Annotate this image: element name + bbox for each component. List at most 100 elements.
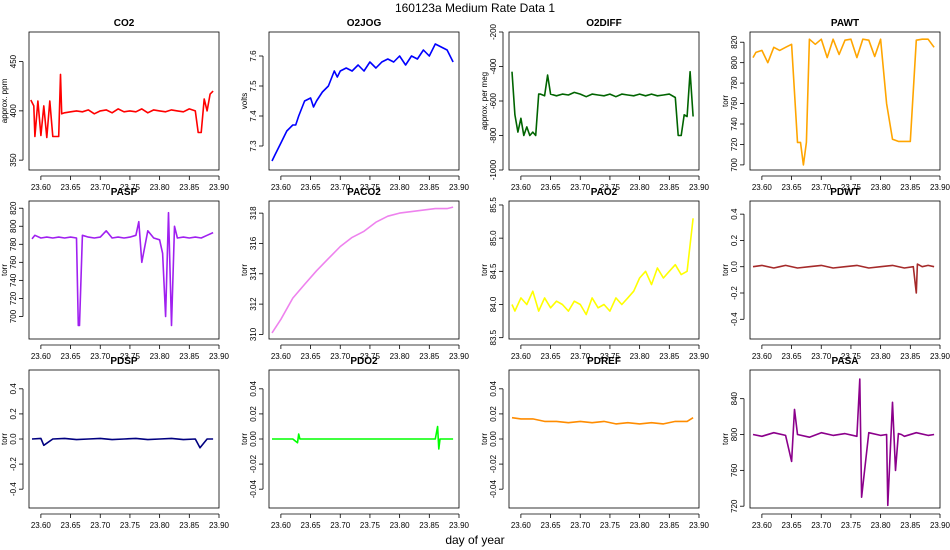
y-tick-label: 0.04 [249,380,258,396]
x-tick-label: 23.85 [900,521,921,530]
series-line-o2jog [271,43,454,162]
y-tick-label: 314 [249,267,258,281]
series-line-pawt [752,38,935,166]
x-tick-label: 23.70 [330,352,351,361]
plot-frame [749,369,941,509]
plot-frame [268,200,460,340]
x-tick-label: 23.90 [449,352,470,361]
panels-grid: CO2 23.60 23.65 23.70 23.75 23.80 23.85 23.90 35… [0,18,950,530]
panel-title: PASP [111,187,138,198]
x-tick-label: 23.85 [900,183,921,192]
y-tick-label: 740 [730,117,739,131]
panel-paco2: PACO2 23.60 23.65 23.70 23.75 23.80 23.85 23.90… [240,187,470,361]
x-tick-label: 23.85 [659,521,680,530]
x-tick-label: 23.90 [689,352,710,361]
y-tick-label: 0.0 [730,261,739,273]
y-axis-label: volts [240,93,249,109]
panel-pao2: PAO2 23.60 23.65 23.70 23.75 23.80 23.85 23.90 8… [480,187,710,361]
x-tick-label: 23.75 [600,352,621,361]
x-tick-label: 23.80 [630,352,651,361]
panel-pasp: PASP 23.60 23.65 23.70 23.75 23.80 23.85 23.90 7… [0,187,230,361]
x-tick-label: 23.80 [390,352,411,361]
y-tick-label: 700 [730,158,739,172]
y-axis-label: torr [240,433,249,445]
x-tick-label: 23.80 [150,521,171,530]
x-tick-label: 23.60 [31,521,52,530]
y-tick-label: -0.2 [9,457,18,471]
x-tick-label: 23.90 [930,183,950,192]
x-tick-label: 23.60 [511,183,532,192]
y-tick-label: -400 [489,58,498,75]
plot-frame [508,31,700,171]
x-tick-label: 23.90 [689,521,710,530]
y-tick-label: 318 [249,206,258,220]
x-tick-label: 23.65 [301,521,322,530]
x-tick-label: 23.80 [871,352,892,361]
y-tick-label: 700 [9,309,18,323]
x-tick-label: 23.60 [752,183,773,192]
x-tick-label: 23.90 [449,183,470,192]
y-tick-label: -200 [489,23,498,40]
plot-frame [268,31,460,171]
y-tick-label: 84.5 [489,263,498,279]
y-tick-label: 316 [249,236,258,250]
y-tick-label: -0.4 [9,482,18,496]
y-tick-label: 350 [9,153,18,167]
x-tick-label: 23.70 [811,352,832,361]
x-tick-label: 23.85 [419,521,440,530]
y-tick-label: -0.2 [730,286,739,300]
y-tick-label: 0.02 [489,406,498,422]
x-tick-label: 23.80 [150,352,171,361]
x-tick-label: 23.60 [511,352,532,361]
x-tick-label: 23.90 [930,521,950,530]
y-axis-label: approx. per meg [480,72,489,130]
y-tick-label: 0.2 [730,234,739,246]
series-line-o2diff [511,70,694,137]
y-axis-label: torr [480,264,489,276]
y-tick-label: -800 [489,127,498,144]
panel-pdsp: PDSP 23.60 23.65 23.70 23.75 23.80 23.85 23.90 -… [0,356,230,530]
x-tick-label: 23.85 [659,183,680,192]
x-tick-label: 23.65 [61,352,82,361]
y-tick-label: 0.00 [249,431,258,447]
panel-title: PAWT [831,18,859,29]
series-line-pdo2 [272,425,454,450]
x-tick-label: 23.85 [900,352,921,361]
y-tick-label: -0.04 [249,480,258,499]
y-tick-label: -0.04 [489,480,498,499]
x-tick-label: 23.75 [600,521,621,530]
panel-o2jog: O2JOG 23.60 23.65 23.70 23.75 23.80 23.85 23.90… [240,18,470,192]
y-axis-label: approx. ppm [0,78,9,123]
panel-pdo2: PDO2 23.60 23.65 23.70 23.75 23.80 23.85 23.90 -… [240,356,470,530]
x-tick-label: 23.60 [31,183,52,192]
x-tick-label: 23.85 [659,352,680,361]
plot-frame [28,200,220,340]
x-tick-label: 23.75 [841,183,862,192]
x-tick-label: 23.60 [271,521,292,530]
y-axis-label: torr [0,264,9,276]
x-tick-label: 23.80 [630,183,651,192]
y-axis-label: torr [721,433,730,445]
y-axis-label: torr [480,433,489,445]
figure-title: 160123a Medium Rate Data 1 [395,1,555,15]
plot-frame [28,31,220,171]
x-tick-label: 23.90 [449,521,470,530]
x-tick-label: 23.75 [841,352,862,361]
series-line-pasa [752,378,935,507]
x-tick-label: 23.60 [271,183,292,192]
x-tick-label: 23.85 [179,521,200,530]
y-tick-label: -1000 [489,159,498,180]
x-tick-label: 23.75 [120,352,141,361]
x-tick-label: 23.60 [271,352,292,361]
x-tick-label: 23.60 [511,521,532,530]
y-tick-label: 800 [730,55,739,69]
x-tick-label: 23.75 [360,352,381,361]
series-line-co2 [30,73,214,139]
panel-title: O2DIFF [586,18,622,29]
plot-frame [508,369,700,509]
panel-pdref: PDREF 23.60 23.65 23.70 23.75 23.80 23.85 23.90… [480,356,710,530]
y-axis-label: torr [721,95,730,107]
x-tick-label: 23.90 [689,183,710,192]
y-tick-label: 7.5 [249,80,258,92]
